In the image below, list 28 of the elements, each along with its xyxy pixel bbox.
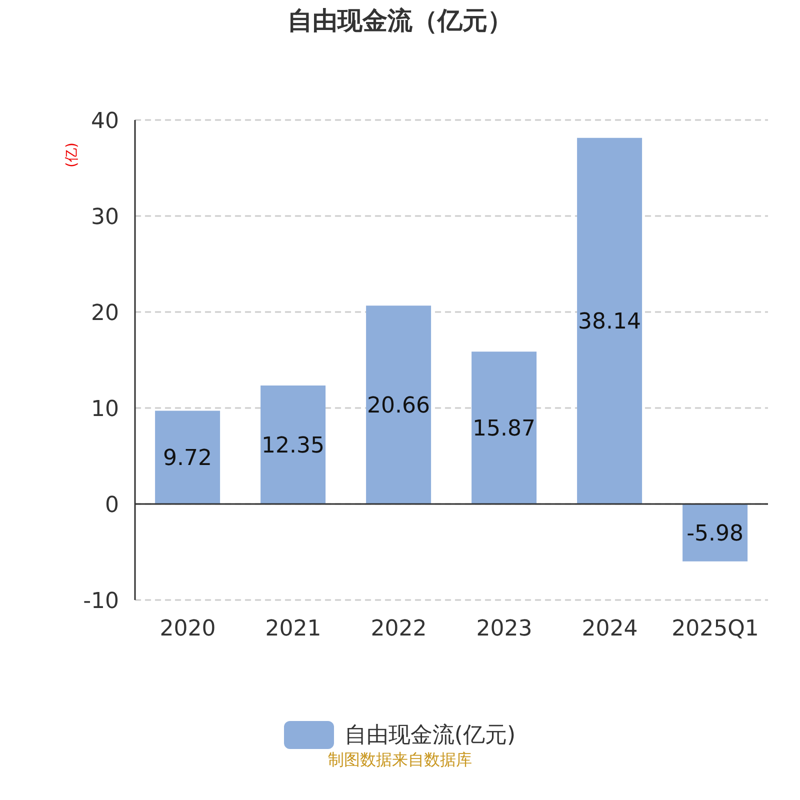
x-tick-label: 2024 (582, 616, 638, 642)
legend-label: 自由现金流(亿元) (344, 722, 516, 750)
chart-title: 自由现金流（亿元） (286, 5, 514, 37)
x-tick-label: 2023 (476, 616, 532, 642)
data-label: 9.72 (163, 446, 212, 472)
y-tick-label: 10 (91, 396, 119, 422)
bar (577, 138, 642, 504)
x-tick-label: 2022 (370, 616, 427, 642)
x-tick-label: 2021 (265, 616, 322, 642)
y-tick-label: 30 (91, 204, 119, 230)
y-tick-label: -10 (83, 588, 119, 614)
bar (472, 352, 537, 504)
data-label: 12.35 (262, 434, 325, 459)
y-tick-label: 40 (91, 108, 119, 134)
x-tick-label: 2020 (160, 616, 216, 642)
data-label: 20.66 (367, 394, 430, 419)
x-tick-label: 2025Q1 (672, 616, 759, 642)
y-tick-label: 20 (91, 300, 119, 326)
data-label: -5.98 (686, 522, 744, 547)
bar (366, 306, 432, 504)
data-label: 15.87 (472, 416, 536, 442)
y-tick-label: 0 (105, 492, 119, 518)
bar (260, 385, 326, 504)
bar (682, 504, 748, 562)
y-axis-title: (亿) (64, 142, 80, 170)
text: 制图数据来自数据库 (327, 750, 473, 771)
data-label: 38.14 (578, 310, 642, 335)
bar (155, 410, 220, 504)
